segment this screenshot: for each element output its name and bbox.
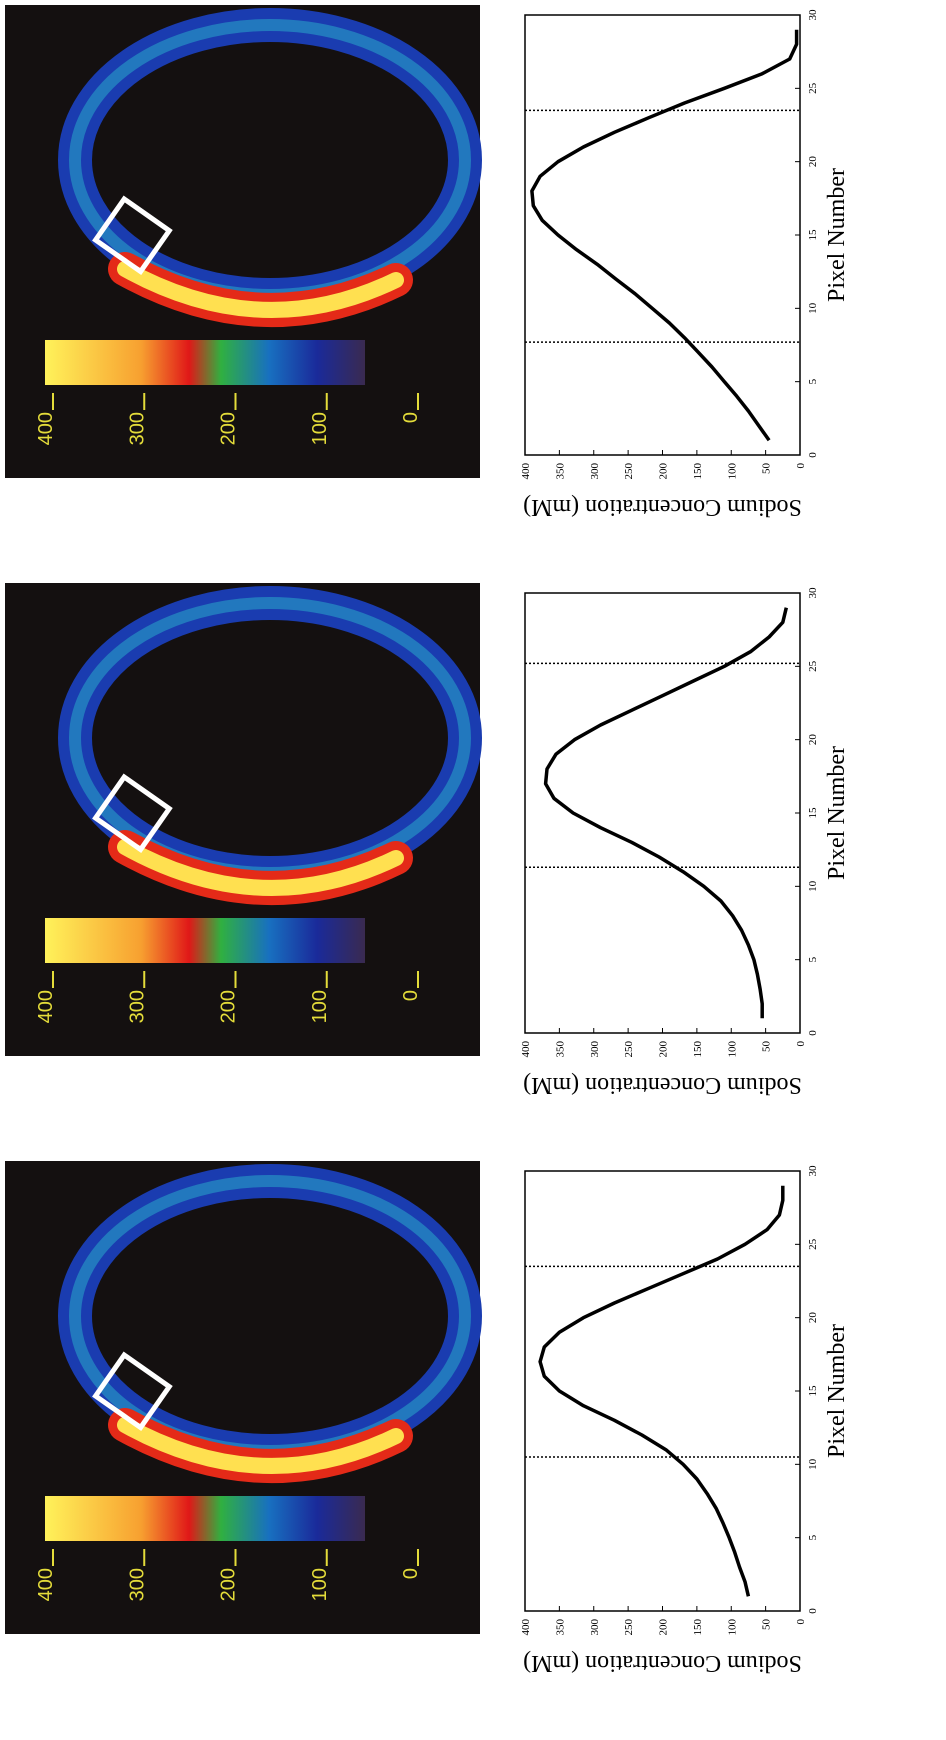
- y-tick-label: 300: [589, 1619, 601, 1636]
- plot-frame: [524, 592, 801, 1034]
- colorbar-label: 200: [218, 412, 240, 445]
- y-tick-label: 0: [795, 1619, 807, 1625]
- y-tick-label: 50: [761, 463, 773, 475]
- y-tick-label: 50: [761, 1041, 773, 1053]
- x-tick-label: 10: [807, 880, 819, 892]
- x-tick-label: 15: [807, 807, 819, 819]
- colorbar-label: 300: [126, 990, 148, 1023]
- y-tick-label: 100: [726, 463, 738, 480]
- x-tick-label: 5: [807, 1534, 819, 1540]
- y-tick-label: 250: [623, 463, 635, 480]
- y-tick-label: 200: [658, 1041, 670, 1058]
- y-tick-label: 350: [554, 463, 566, 480]
- y-tick-label: 200: [658, 463, 670, 480]
- colorbar-label: 400: [35, 990, 57, 1023]
- y-tick-label: 0: [795, 463, 807, 469]
- y-tick-label: 100: [726, 1619, 738, 1636]
- colorbar-label: 100: [309, 412, 331, 445]
- heatmap-image: [5, 5, 480, 478]
- x-tick-label: 30: [807, 9, 819, 21]
- data-line: [530, 29, 799, 442]
- y-tick-label: 350: [554, 1619, 566, 1636]
- y-axis-title: Sodium Concentration (mM): [523, 1650, 802, 1676]
- colorbar-label: 200: [218, 1568, 240, 1601]
- y-tick-label: 250: [623, 1041, 635, 1058]
- data-line: [538, 1185, 785, 1597]
- x-tick-label: 0: [807, 1030, 819, 1036]
- y-tick-label: 150: [692, 1619, 704, 1636]
- y-tick-label: 150: [692, 463, 704, 480]
- x-tick-label: 5: [807, 956, 819, 962]
- y-tick-label: 400: [520, 463, 532, 480]
- y-tick-label: 350: [554, 1041, 566, 1058]
- x-tick-label: 30: [807, 587, 819, 599]
- y-tick-label: 100: [726, 1041, 738, 1058]
- plot-frame: [524, 14, 801, 456]
- colorbar-label: 0: [400, 990, 422, 1001]
- colorbar-label: 0: [400, 412, 422, 423]
- x-tick-label: 30: [807, 1165, 819, 1177]
- x-tick-label: 15: [807, 229, 819, 241]
- colorbar-label: 0: [400, 1568, 422, 1579]
- panel: 400 300 200 100 0051015202530050100150200250…: [5, 583, 850, 1098]
- panel: 400 300 200 100 0051015202530050100150200250…: [5, 1161, 850, 1676]
- heatmap-image: [5, 583, 480, 1056]
- colorbar-label: 100: [309, 1568, 331, 1601]
- x-tick-label: 10: [807, 302, 819, 314]
- x-tick-label: 10: [807, 1458, 819, 1470]
- y-tick-label: 400: [520, 1041, 532, 1058]
- y-tick-label: 300: [589, 463, 601, 480]
- colorbar-label: 300: [126, 412, 148, 445]
- y-tick-label: 250: [623, 1619, 635, 1636]
- data-line: [543, 607, 789, 1019]
- x-tick-label: 15: [807, 1385, 819, 1397]
- x-tick-label: 20: [807, 1312, 819, 1324]
- x-tick-label: 25: [807, 1238, 819, 1250]
- colorbar-label: 300: [126, 1568, 148, 1601]
- y-tick-label: 200: [658, 1619, 670, 1636]
- x-tick-label: 0: [807, 1608, 819, 1614]
- y-tick-label: 150: [692, 1041, 704, 1058]
- y-tick-label: 50: [761, 1619, 773, 1631]
- colorbar-label: 200: [218, 990, 240, 1023]
- y-tick-label: 300: [589, 1041, 601, 1058]
- x-tick-label: 25: [807, 660, 819, 672]
- x-axis-title: Pixel Number: [824, 1324, 850, 1458]
- colorbar-label: 100: [309, 990, 331, 1023]
- x-axis-title: Pixel Number: [824, 746, 850, 880]
- x-tick-label: 5: [807, 378, 819, 384]
- panel: 400 300 200 100 0051015202530050100150200250…: [5, 5, 850, 520]
- y-tick-label: 0: [795, 1041, 807, 1047]
- x-tick-label: 0: [807, 452, 819, 458]
- colorbar-label: 400: [35, 412, 57, 445]
- y-axis-title: Sodium Concentration (mM): [523, 1072, 802, 1098]
- x-axis-title: Pixel Number: [824, 168, 850, 302]
- colorbar-label: 400: [35, 1568, 57, 1601]
- y-axis-title: Sodium Concentration (mM): [523, 494, 802, 520]
- x-tick-label: 20: [807, 734, 819, 746]
- y-tick-label: 400: [520, 1619, 532, 1636]
- x-tick-label: 20: [807, 156, 819, 168]
- heatmap-image: [5, 1161, 480, 1634]
- x-tick-label: 25: [807, 82, 819, 94]
